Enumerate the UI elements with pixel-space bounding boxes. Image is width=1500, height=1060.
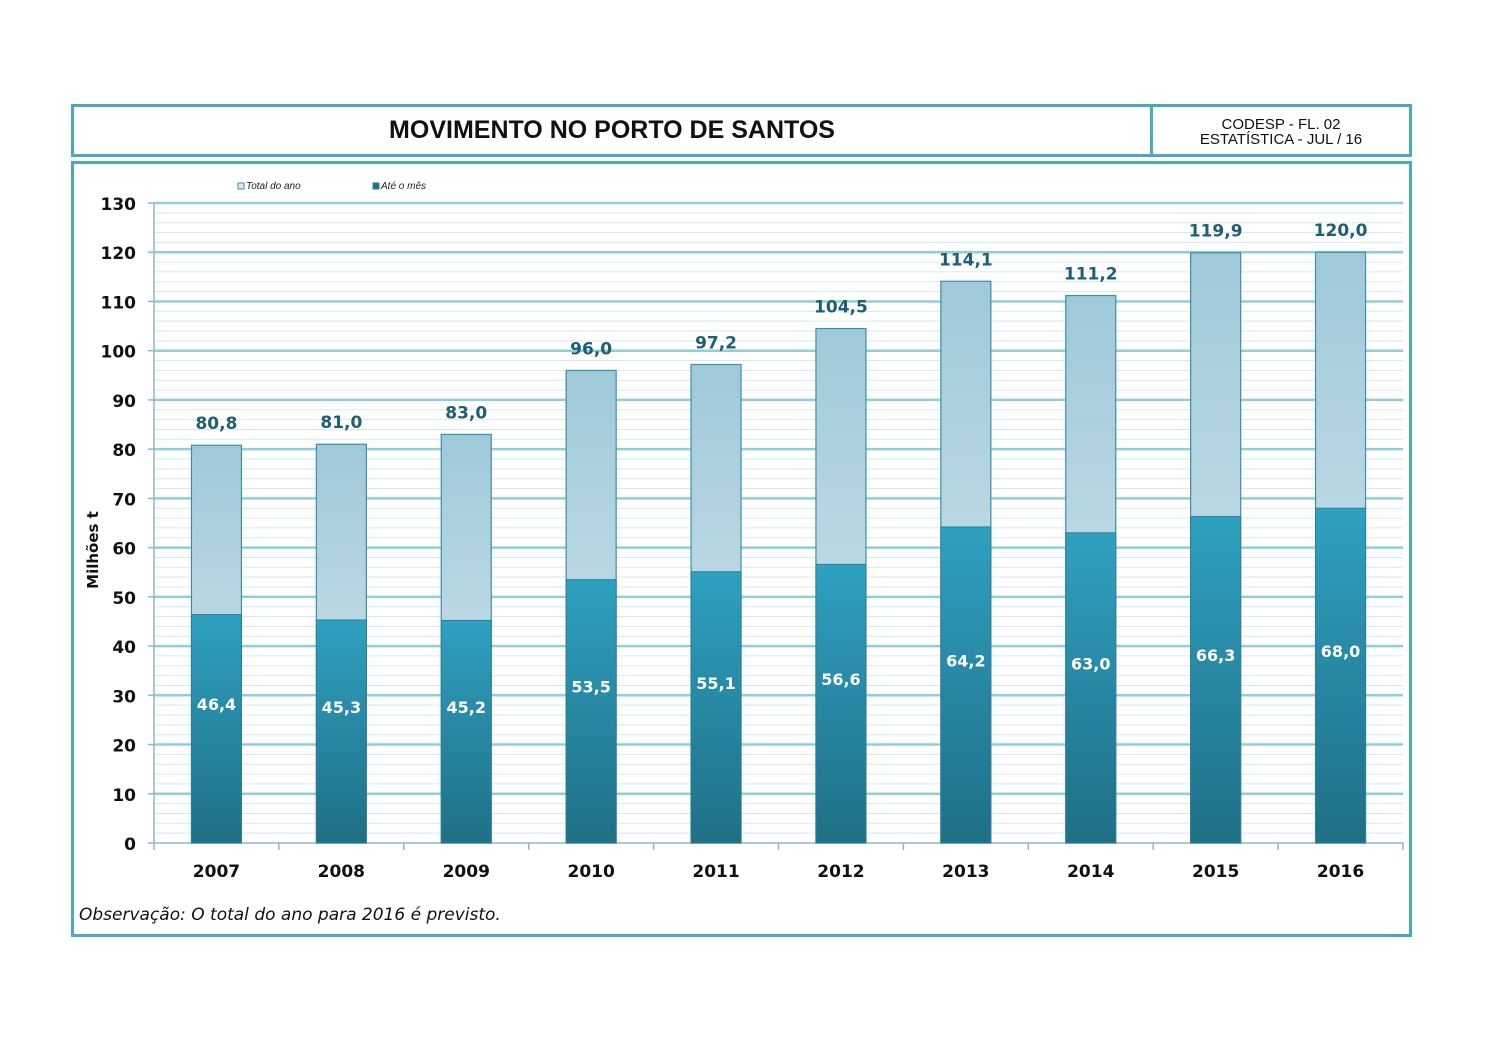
y-tick-label: 120 <box>101 244 137 264</box>
bar-ate-o-mes <box>190 614 242 844</box>
x-tick-label: 2015 <box>1192 862 1239 882</box>
bars <box>190 251 1367 844</box>
y-tick-label: 50 <box>112 589 136 609</box>
data-label-ate: 56,6 <box>821 670 860 689</box>
y-tick-label: 10 <box>112 786 136 806</box>
x-tick-label: 2008 <box>318 862 365 882</box>
y-tick-label: 70 <box>112 490 136 510</box>
data-label-ate: 45,2 <box>447 698 486 717</box>
x-tick-label: 2013 <box>942 862 989 882</box>
x-tick-label: 2012 <box>817 862 864 882</box>
data-label-ate: 64,2 <box>946 651 985 670</box>
data-label-ate: 45,3 <box>322 698 361 717</box>
y-tick-label: 20 <box>112 737 136 757</box>
bar-ate-o-mes <box>690 571 742 844</box>
data-label-total: 81,0 <box>320 413 362 433</box>
x-tick-label: 2011 <box>692 862 739 882</box>
bar-ate-o-mes <box>1190 516 1242 844</box>
y-tick-label: 110 <box>101 293 137 313</box>
y-tick-label: 130 <box>101 195 137 215</box>
legend-label-ate: Até o mês <box>380 181 426 192</box>
bar-ate-o-mes <box>565 579 617 844</box>
legend-swatch-ate <box>372 182 380 190</box>
x-tick-label: 2007 <box>193 862 240 882</box>
y-tick-label: 30 <box>112 687 136 707</box>
data-labels: 80,8 46,4 81,0 45,3 83,0 45,2 96,0 53,5 97,2 55,1… <box>195 221 1367 717</box>
legend: Total do ano Até o mês <box>237 181 426 192</box>
y-tick-label: 80 <box>112 441 136 461</box>
legend-label-total: Total do ano <box>246 181 301 192</box>
header-divider <box>1150 107 1153 154</box>
data-label-total: 120,0 <box>1314 221 1368 241</box>
page-title: MOVIMENTO NO PORTO DE SANTOS <box>389 116 835 144</box>
y-tick-label: 90 <box>112 392 136 412</box>
header-meta-line1: CODESP - FL. 02 <box>1221 116 1341 133</box>
data-label-ate: 63,0 <box>1071 654 1110 673</box>
legend-swatch-total <box>237 182 245 190</box>
bar-ate-o-mes <box>1315 507 1367 844</box>
data-label-total: 114,1 <box>939 250 993 270</box>
data-label-ate: 46,4 <box>197 695 236 714</box>
y-axis-label: Milhões t <box>84 511 102 589</box>
x-tick-label: 2016 <box>1317 862 1364 882</box>
axes: 0 10 20 30 40 50 60 70 80 90 100 110 120 130 2007 2008 2… <box>101 195 1404 882</box>
data-label-total: 119,9 <box>1189 222 1243 242</box>
data-label-total: 80,8 <box>195 414 237 434</box>
y-tick-label: 0 <box>124 835 136 855</box>
x-tick-label: 2014 <box>1067 862 1114 882</box>
data-label-ate: 68,0 <box>1321 642 1360 661</box>
bar-ate-o-mes <box>440 619 492 844</box>
data-label-ate: 66,3 <box>1196 646 1235 665</box>
x-tick-label: 2009 <box>443 862 490 882</box>
y-tick-label: 40 <box>112 638 136 658</box>
header-meta-line2: ESTATÍSTICA - JUL / 16 <box>1199 131 1363 148</box>
data-label-ate: 53,5 <box>571 678 610 697</box>
footnote: Observação: O total do ano para 2016 é p… <box>79 905 501 925</box>
y-tick-label: 60 <box>112 540 136 560</box>
data-label-total: 97,2 <box>695 333 737 353</box>
data-label-total: 96,0 <box>570 339 612 359</box>
bar-ate-o-mes <box>815 563 867 844</box>
data-label-ate: 55,1 <box>696 674 735 693</box>
bar-ate-o-mes <box>1065 532 1117 844</box>
header-box: MOVIMENTO NO PORTO DE SANTOS CODESP - FL… <box>71 104 1412 157</box>
y-tick-label: 100 <box>101 343 137 363</box>
bar-ate-o-mes <box>940 526 992 844</box>
data-label-total: 111,2 <box>1064 265 1118 285</box>
data-label-total: 83,0 <box>445 403 487 423</box>
data-label-total: 104,5 <box>814 298 868 318</box>
header-meta: CODESP - FL. 02 ESTATÍSTICA - JUL / 16 <box>1153 117 1409 149</box>
x-tick-label: 2010 <box>567 862 614 882</box>
bar-ate-o-mes <box>315 619 367 844</box>
